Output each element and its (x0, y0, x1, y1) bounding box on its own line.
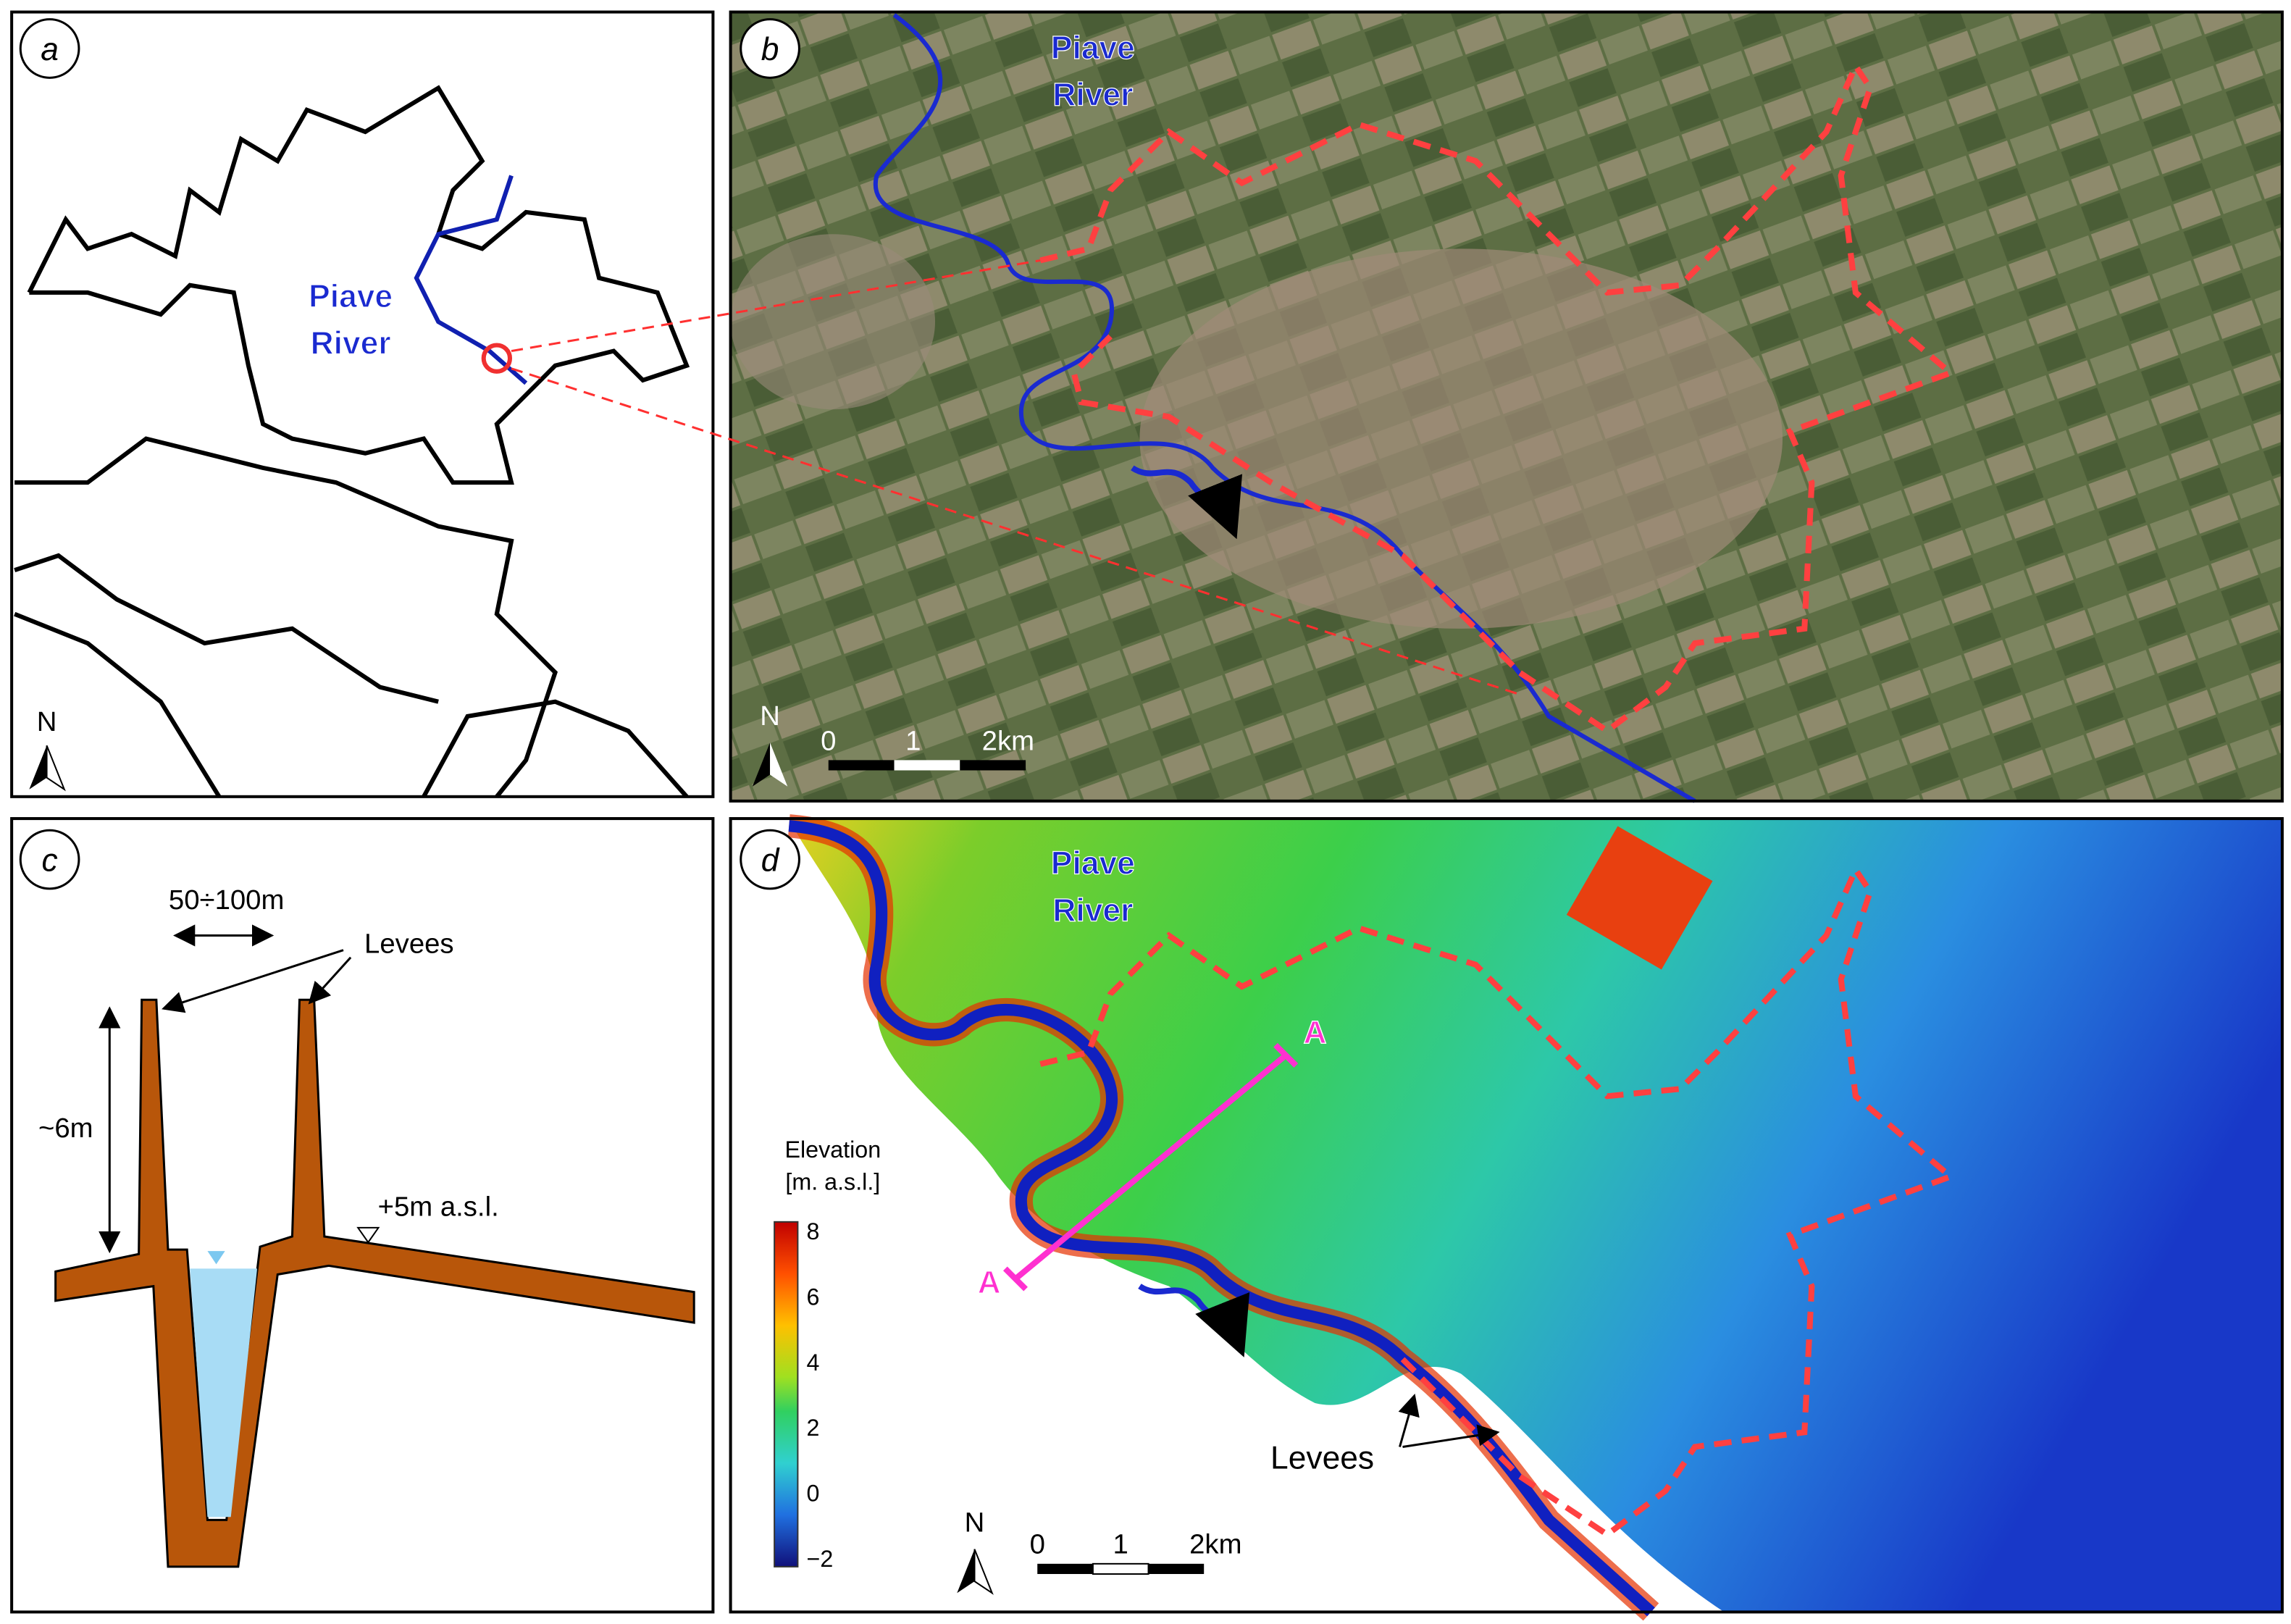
scale-label: 2km (982, 725, 1034, 756)
river (414, 175, 528, 385)
north-label: N (965, 1507, 985, 1538)
scale-label: 1 (905, 725, 921, 756)
panel-letters: a b c d (19, 18, 800, 890)
legend-tick: 8 (807, 1218, 820, 1244)
height-label: ~6m (38, 1113, 93, 1144)
scale-label: 0 (821, 725, 836, 756)
legend-tick: 2 (807, 1415, 820, 1441)
legend-title: [m. a.s.l.] (785, 1168, 880, 1194)
width-label: 50÷100m (169, 884, 284, 916)
water (190, 1268, 258, 1518)
scale-label: 0 (1030, 1529, 1045, 1560)
elevation-model (789, 819, 2282, 1612)
panel-label: b (761, 32, 779, 67)
river-label: River (1052, 78, 1133, 113)
panel-label: a (41, 32, 59, 67)
scale-label: 2km (1189, 1529, 1241, 1560)
legend-tick: −2 (807, 1546, 834, 1572)
panel-label: c (41, 843, 57, 879)
river-label: Piave (1051, 30, 1135, 66)
river-label: Piave (1051, 846, 1135, 882)
north-label: N (37, 706, 57, 737)
borders (14, 85, 690, 798)
river-label: River (311, 326, 391, 361)
panel-label: d (761, 843, 780, 879)
levees-label: Levees (364, 929, 454, 960)
panel-frame (10, 10, 715, 798)
section-label: A (978, 1265, 1001, 1301)
locator (481, 343, 513, 374)
legend-tick: 4 (807, 1349, 820, 1376)
section-line (1013, 1052, 1288, 1281)
north-label: N (760, 700, 780, 732)
panel-a: Piave River N (10, 10, 715, 798)
boundary (1039, 863, 1956, 1539)
legend-title: Elevation (784, 1137, 881, 1163)
panel-b: Piave River N 0 1 2km (729, 10, 2284, 803)
panel-d: A A Piave River Levees Elevation [m. a.s… (729, 814, 2284, 1621)
river-label: River (1052, 892, 1133, 928)
cross-section (54, 998, 695, 1568)
section-label: A (1303, 1016, 1326, 1051)
color-bar (774, 1221, 799, 1568)
river-label: Piave (309, 279, 393, 314)
levees-label: Levees (1270, 1441, 1374, 1476)
ground-label: +5m a.s.l. (378, 1192, 499, 1223)
panel-c: 50÷100m Levees ~6m +5m a.s.l. (10, 817, 715, 1614)
boundary (1039, 59, 1956, 734)
legend-tick: 6 (807, 1284, 820, 1310)
legend-tick: 0 (807, 1481, 820, 1507)
river (788, 820, 1655, 1617)
scale-label: 1 (1113, 1529, 1128, 1560)
river (873, 13, 1696, 803)
